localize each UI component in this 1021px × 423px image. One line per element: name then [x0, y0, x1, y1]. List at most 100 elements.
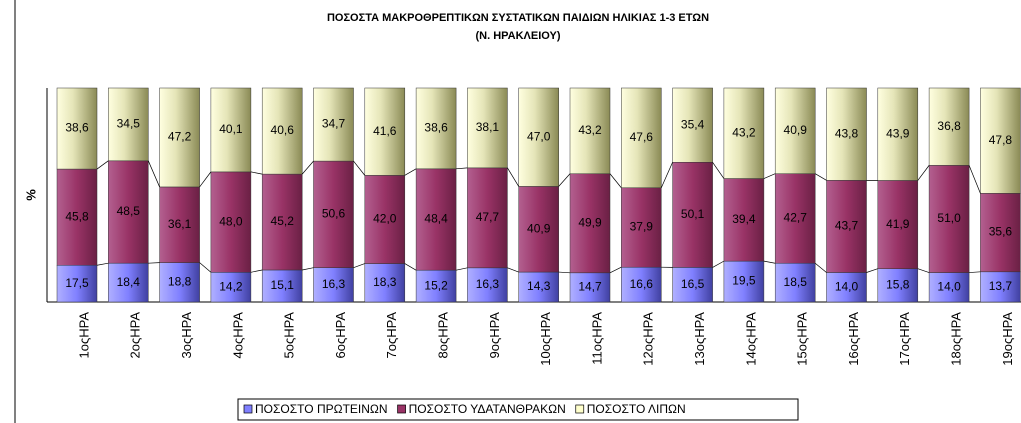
value-label: 38,6	[65, 121, 89, 135]
bar-segment	[56, 168, 98, 266]
bar-segment	[210, 87, 252, 173]
x-tick-label: 14οςΗΡΑ	[743, 312, 758, 366]
value-label: 41,9	[886, 217, 910, 231]
value-label: 15,8	[886, 278, 910, 292]
series-line	[712, 162, 725, 179]
value-label: 47,0	[527, 129, 551, 143]
value-label: 47,2	[168, 130, 192, 144]
bar-segment	[467, 267, 508, 303]
value-label: 35,4	[681, 117, 705, 131]
value-label: 41,6	[373, 124, 397, 138]
bar-segment	[621, 87, 662, 189]
x-tick-label: 10οςΗΡΑ	[538, 312, 553, 366]
value-label: 34,5	[117, 117, 141, 131]
series-line	[148, 262, 160, 264]
bar-segment	[108, 87, 149, 162]
x-tick-label: 9οςΗΡΑ	[487, 312, 502, 359]
value-label: 39,4	[732, 212, 756, 226]
value-label: 43,2	[578, 123, 602, 137]
x-tick-label: 4οςΗΡΑ	[230, 312, 245, 359]
bar-segment	[569, 272, 611, 303]
bar-segment	[56, 87, 98, 170]
series-line	[353, 263, 365, 268]
value-label: 16,6	[630, 277, 654, 291]
bar-segment	[723, 260, 765, 303]
bar-segment	[261, 173, 303, 271]
bar-segment	[672, 162, 713, 268]
value-label: 47,7	[476, 210, 500, 224]
series-line	[353, 160, 366, 176]
series-line	[558, 271, 571, 274]
bar-segment	[826, 180, 867, 273]
value-label: 36,1	[168, 217, 192, 231]
bar-segment	[980, 271, 1021, 303]
series-line	[712, 260, 725, 268]
legend-label: ΠΟΣΟΣΤΟ ΛΙΠΩΝ	[587, 402, 686, 416]
y-axis-label: %	[23, 189, 38, 201]
series-line	[968, 165, 981, 194]
value-label: 14,0	[835, 279, 859, 293]
bar-segment	[723, 87, 765, 179]
bar-segment	[313, 267, 354, 303]
value-label: 42,0	[373, 212, 397, 226]
legend	[237, 398, 799, 421]
series-line	[969, 271, 981, 273]
value-label: 40,1	[219, 122, 243, 136]
value-label: 35,6	[989, 225, 1013, 239]
bar-segment	[261, 269, 303, 303]
series-line	[404, 263, 417, 271]
bar-segment	[415, 168, 457, 271]
x-tick-label: 11οςΗΡΑ	[589, 312, 604, 365]
bar-segment	[415, 269, 457, 303]
value-label: 14,7	[578, 280, 602, 294]
value-label: 18,3	[373, 275, 397, 289]
x-tick-label: 6οςΗΡΑ	[333, 312, 348, 359]
bar-segment	[518, 271, 559, 303]
value-label: 15,1	[271, 278, 295, 292]
bar-segment	[621, 187, 662, 268]
value-label: 17,5	[65, 276, 89, 290]
bar-segment	[774, 262, 816, 303]
legend-label: ΠΟΣΟΣΤΟ ΠΡΩΤΕΙΝΩΝ	[255, 402, 388, 416]
bar-segment	[877, 268, 919, 303]
bar-segment	[928, 165, 970, 273]
value-label: 43,9	[886, 126, 910, 140]
series-line	[814, 262, 827, 273]
bar-segment	[569, 87, 611, 175]
series-line	[96, 160, 109, 170]
series-line	[609, 266, 622, 274]
series-line	[250, 171, 263, 175]
bar-segment	[210, 171, 252, 273]
series-line	[815, 173, 827, 181]
bar-segment	[467, 167, 508, 269]
bar-segment	[467, 87, 508, 169]
series-line	[507, 167, 519, 187]
value-label: 43,7	[835, 219, 859, 233]
series-line	[301, 160, 314, 175]
bar-segment	[877, 180, 919, 269]
value-label: 16,3	[322, 277, 346, 291]
x-tick-label: 3οςΗΡΑ	[179, 312, 194, 359]
bar-segment	[621, 266, 662, 303]
series-line	[302, 267, 314, 271]
value-label: 47,8	[989, 133, 1013, 147]
x-tick-label: 17οςΗΡΑ	[897, 312, 912, 366]
bar-segment	[569, 173, 611, 274]
bar-segment	[980, 193, 1021, 273]
series-line	[917, 165, 930, 181]
value-label: 48,0	[219, 214, 243, 228]
bar-segment	[723, 178, 765, 262]
value-label: 36,8	[937, 119, 961, 133]
value-label: 38,1	[476, 120, 500, 134]
value-label: 50,6	[322, 207, 346, 221]
x-tick-label: 8οςΗΡΑ	[436, 312, 451, 359]
bar-segment	[774, 87, 816, 174]
bar-segment	[672, 267, 713, 303]
series-line	[199, 262, 212, 273]
legend-swatch	[243, 404, 253, 414]
x-tick-label: 19οςΗΡΑ	[1000, 312, 1015, 366]
value-label: 49,9	[578, 215, 602, 229]
bar-segment	[210, 272, 252, 303]
value-label: 42,7	[784, 211, 808, 225]
